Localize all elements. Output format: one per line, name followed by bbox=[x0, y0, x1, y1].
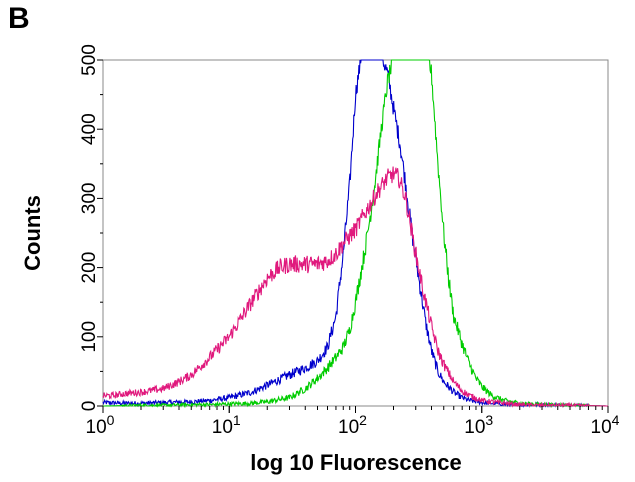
y-tick-label: 400 bbox=[79, 113, 100, 145]
y-axis-title: Counts bbox=[20, 195, 45, 271]
y-ticks: 0 100 200 300 400 500 bbox=[79, 44, 103, 411]
x-tick-label: 102 bbox=[338, 412, 367, 438]
panel-label: B bbox=[8, 2, 30, 35]
y-tick-label: 300 bbox=[79, 183, 100, 215]
x-tick-label: 101 bbox=[212, 412, 241, 438]
y-tick-label: 200 bbox=[79, 252, 100, 284]
y-tick-label: 0 bbox=[79, 401, 100, 412]
y-tick-label: 500 bbox=[79, 44, 100, 76]
x-tick-label: 104 bbox=[591, 412, 620, 438]
x-tick-label: 100 bbox=[86, 412, 115, 438]
series-line-0 bbox=[102, 59, 608, 409]
series-line-1 bbox=[103, 59, 608, 409]
x-ticks: 100 101 102 103 104 bbox=[86, 406, 620, 438]
series-line-2 bbox=[102, 166, 608, 409]
y-tick-label: 100 bbox=[79, 321, 100, 353]
series-layer bbox=[102, 59, 608, 409]
plot-frame bbox=[102, 59, 609, 407]
x-axis-title: log 10 Fluorescence bbox=[250, 450, 462, 475]
x-tick-label: 103 bbox=[464, 412, 493, 438]
